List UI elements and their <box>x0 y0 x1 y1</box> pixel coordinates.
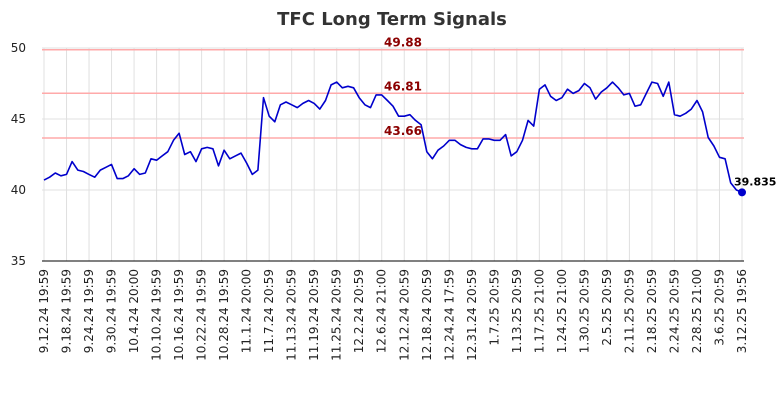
x-tick-label: 2.11.25 20:59 <box>622 269 636 353</box>
x-tick-label: 3.6.25 20:59 <box>712 269 726 346</box>
y-tick-label: 35 <box>11 254 26 268</box>
x-tick-label: 1.7.25 20:59 <box>487 269 501 346</box>
x-tick-label: 11.19.24 20:59 <box>307 269 321 361</box>
x-tick-label: 12.6.24 21:00 <box>375 269 389 353</box>
x-tick-label: 12.31.24 20:59 <box>465 269 479 361</box>
x-tick-label: 10.22.24 19:59 <box>195 269 209 361</box>
x-tick-label: 1.13.25 20:59 <box>510 269 524 353</box>
x-tick-label: 1.17.25 21:00 <box>532 269 546 353</box>
x-tick-label: 1.30.25 20:59 <box>577 269 591 353</box>
level-label: 43.66 <box>384 124 422 138</box>
x-tick-label: 12.24.24 17:59 <box>442 269 456 361</box>
x-tick-label: 10.28.24 19:59 <box>217 269 231 361</box>
x-tick-label: 9.24.24 19:59 <box>82 269 96 353</box>
y-tick-label: 45 <box>11 112 26 126</box>
axes: 35 40 45 50 9.12.24 19:59 9.18.24 19:59 9.24.2… <box>11 41 749 361</box>
y-tick-label: 40 <box>11 183 26 197</box>
series-line <box>43 81 743 194</box>
x-tick-label: 10.10.24 19:59 <box>150 269 164 361</box>
x-tick-label: 2.24.25 20:59 <box>667 269 681 353</box>
x-tick-label: 2.5.25 20:59 <box>600 269 614 346</box>
x-tick-label: 12.12.24 20:59 <box>397 269 411 361</box>
x-tick-label: 11.13.24 20:59 <box>285 269 299 361</box>
x-tick-label: 2.18.25 20:59 <box>645 269 659 353</box>
x-tick-label: 11.7.24 20:59 <box>262 269 276 353</box>
x-tick-label: 12.18.24 20:59 <box>420 269 434 361</box>
x-tick-label: 10.16.24 19:59 <box>172 269 186 361</box>
x-tick-label: 3.12.25 19:56 <box>735 269 749 353</box>
series <box>43 81 746 197</box>
last-value-label: 39.835 <box>734 175 776 188</box>
x-tick-label: 10.4.24 20:00 <box>127 269 141 353</box>
x-tick-label: 9.18.24 19:59 <box>60 269 74 353</box>
labels: 49.88 46.81 43.66 39.835 <box>384 36 776 189</box>
x-tick-label: 12.2.24 20:59 <box>352 269 366 353</box>
chart-title: TFC Long Term Signals <box>277 9 507 30</box>
x-tick-label: 11.25.24 20:59 <box>330 269 344 361</box>
last-point-marker <box>738 188 746 197</box>
level-label: 49.88 <box>384 36 422 50</box>
x-tick-label: 1.24.25 21:00 <box>555 269 569 353</box>
y-tick-label: 50 <box>11 41 26 55</box>
grid <box>42 47 744 262</box>
level-label: 46.81 <box>384 79 422 93</box>
x-tick-label: 11.1.24 20:00 <box>240 269 254 353</box>
x-tick-label: 9.30.24 19:59 <box>105 269 119 353</box>
x-tick-label: 9.12.24 19:59 <box>37 269 51 353</box>
x-tick-label: 2.28.25 21:00 <box>690 269 704 353</box>
